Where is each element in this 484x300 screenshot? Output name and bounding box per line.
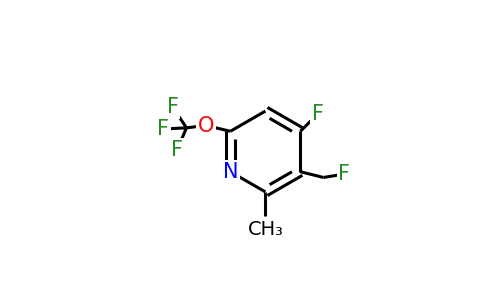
Text: F: F xyxy=(157,119,169,139)
Text: F: F xyxy=(166,97,179,117)
Text: N: N xyxy=(223,162,238,182)
Text: O: O xyxy=(198,116,214,136)
Text: F: F xyxy=(312,104,324,124)
Text: CH₃: CH₃ xyxy=(247,220,283,238)
Text: F: F xyxy=(171,140,183,160)
Text: F: F xyxy=(338,164,350,184)
